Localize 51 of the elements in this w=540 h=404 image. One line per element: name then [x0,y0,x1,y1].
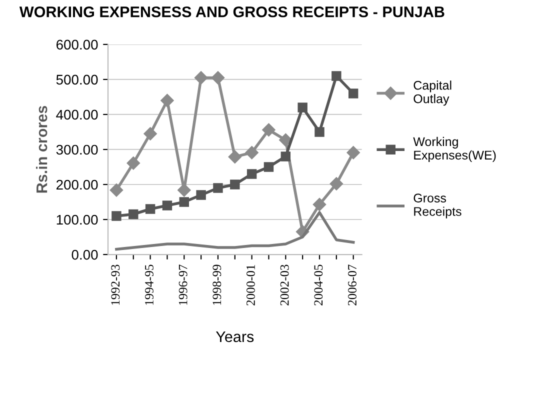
y-tick-label: 400.00 [56,110,98,120]
legend-label: Capital Outlay [414,80,452,106]
y-tick-label: 500.00 [56,74,98,85]
y-tick-label: 300.00 [56,144,98,155]
point [348,88,358,98]
x-tick-label: 1994-95 [145,264,154,305]
y-tick-label: 100.00 [56,214,98,225]
y-tick-label: 200.00 [56,180,98,190]
point [128,209,138,220]
point [110,184,124,197]
point [178,184,191,197]
point [179,197,189,207]
point [162,200,172,210]
chart-title: WORKING EXPENSESS AND GROSS RECEIPTS - PUNJAB [19,6,444,18]
x-tick-label: 1998-99 [212,264,222,305]
line-series [115,211,355,251]
x-tick-label: 2004-05 [314,264,323,306]
x-tick-label: 2006-07 [348,264,356,306]
point [211,71,225,84]
point [280,152,291,162]
point [346,146,360,160]
point [194,71,208,84]
y-tick-label: 0.00 [72,250,98,260]
point [314,127,324,137]
point [298,102,308,112]
point [279,133,292,147]
x-axis-title: Years [216,331,254,342]
point [245,146,258,160]
y-tick-label: 600.00 [56,40,98,50]
y-axis-title: Rs.in crores [36,106,48,193]
x-tick-label: 1996-97 [178,264,188,305]
point [246,169,257,179]
point [228,150,242,164]
point [160,94,174,108]
point [144,127,157,140]
x-tick-label: 2000-01 [246,264,255,306]
point [330,177,344,190]
x-tick-label: 2002-03 [280,264,289,306]
legend-label: Working Expenses(WE) [413,136,496,162]
point [264,162,274,172]
point [230,180,240,190]
point [126,156,140,170]
point [145,204,156,214]
point [332,71,342,81]
legend-label: Gross Receipts [414,194,462,218]
point [213,183,223,193]
point [196,190,206,200]
point [262,123,276,136]
point [112,211,122,221]
point [312,198,326,212]
x-tick-label: 1992-93 [111,264,120,305]
